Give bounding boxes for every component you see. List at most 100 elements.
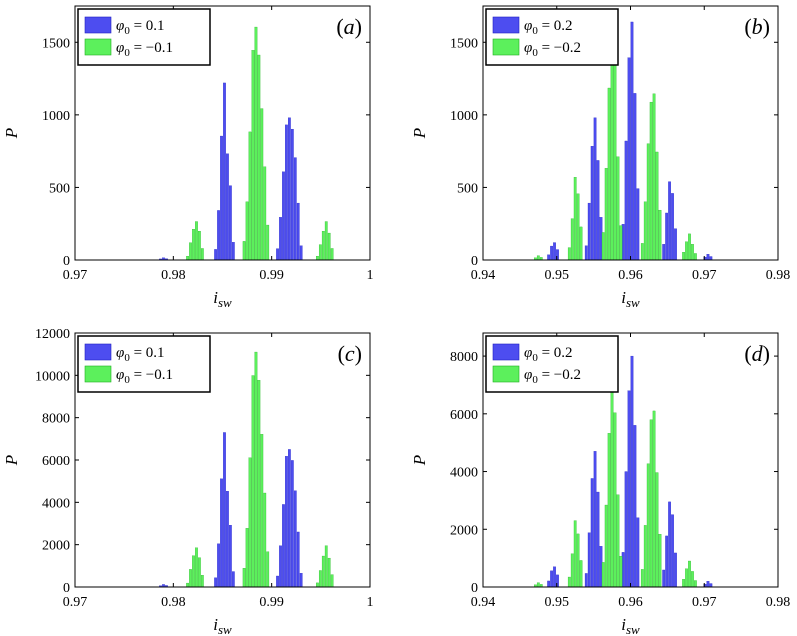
legend: φ0 = 0.2 φ0 = −0.2 xyxy=(485,335,619,393)
bar xyxy=(570,553,574,588)
bar xyxy=(640,243,644,261)
legend-entry: φ0 = 0.2 xyxy=(524,18,573,37)
legend-entry: φ0 = −0.1 xyxy=(116,40,173,59)
bar xyxy=(671,193,674,261)
bar xyxy=(590,478,594,588)
bar xyxy=(633,93,637,261)
bar xyxy=(276,248,279,261)
bar xyxy=(685,568,688,588)
bar xyxy=(593,117,597,261)
x-tick-label: 1 xyxy=(367,268,374,283)
bar xyxy=(290,128,294,261)
bar-series-1 xyxy=(534,30,697,261)
chart-panel: 0.94 0.95 0.96 0.97 0.98 0 2000 4000 6000 8000 isw… xyxy=(410,332,790,636)
x-tick-label: 0.98 xyxy=(161,268,186,283)
bar xyxy=(217,210,220,261)
bar xyxy=(682,252,685,261)
bar xyxy=(547,254,550,261)
bar xyxy=(186,582,189,588)
bar xyxy=(195,221,198,261)
bar xyxy=(550,245,553,261)
bar xyxy=(573,520,577,588)
bar xyxy=(619,556,623,588)
legend-swatch xyxy=(492,365,520,383)
panel-label: (c) xyxy=(338,341,362,366)
bar xyxy=(596,160,600,261)
bar xyxy=(643,201,647,261)
bar xyxy=(674,228,677,261)
x-tick-label: 1 xyxy=(367,595,374,610)
bar xyxy=(652,410,656,588)
chart-panel: 0.94 0.95 0.96 0.97 0.98 0 500 1000 1500 isw P (b) φ… xyxy=(410,5,790,310)
x-tick-label: 0.95 xyxy=(545,595,570,610)
bar xyxy=(665,535,668,588)
bar xyxy=(553,242,556,261)
legend-entry: φ0 = −0.2 xyxy=(524,367,581,386)
bar xyxy=(590,146,594,261)
y-tick-label: 1500 xyxy=(450,36,478,51)
bar xyxy=(662,244,666,261)
bar xyxy=(646,143,650,261)
bar xyxy=(576,533,580,588)
bar xyxy=(316,582,319,588)
y-axis-label: P xyxy=(2,128,21,139)
legend-entry: φ0 = −0.1 xyxy=(116,367,173,386)
bar xyxy=(229,185,232,261)
bar xyxy=(694,253,697,261)
x-axis-label: isw xyxy=(213,615,232,636)
bar xyxy=(251,50,255,261)
y-tick-label: 6000 xyxy=(42,454,70,469)
bar xyxy=(636,517,640,588)
x-tick-label: 0.96 xyxy=(618,268,643,283)
bar xyxy=(198,230,201,261)
bar xyxy=(192,229,195,261)
legend-entry: φ0 = 0.1 xyxy=(116,18,165,37)
y-tick-label: 0 xyxy=(471,254,478,269)
bar xyxy=(607,87,611,261)
bar xyxy=(279,217,282,261)
bar xyxy=(226,153,229,261)
legend-swatch xyxy=(492,16,520,34)
bar xyxy=(536,582,540,588)
bar xyxy=(640,569,644,588)
bar xyxy=(587,532,591,588)
bar xyxy=(596,491,600,588)
bar xyxy=(599,217,603,261)
bar xyxy=(570,218,574,261)
y-tick-label: 500 xyxy=(457,181,478,196)
x-tick-label: 0.97 xyxy=(692,268,717,283)
bar xyxy=(547,580,550,588)
bar xyxy=(242,568,246,588)
bar xyxy=(327,557,331,588)
bar xyxy=(200,248,204,261)
bar xyxy=(318,244,322,261)
bar xyxy=(616,156,620,261)
legend-swatch xyxy=(84,16,112,34)
bar xyxy=(279,545,282,588)
y-tick-label: 2000 xyxy=(450,523,478,538)
x-tick-label: 0.94 xyxy=(471,268,496,283)
bar xyxy=(245,528,249,588)
bar xyxy=(330,248,334,261)
bar xyxy=(643,525,647,588)
bar xyxy=(263,166,267,261)
bar-series-1 xyxy=(534,381,697,588)
y-tick-label: 2000 xyxy=(42,539,70,554)
bar xyxy=(231,242,235,261)
y-tick-label: 8000 xyxy=(42,412,70,427)
y-tick-label: 0 xyxy=(471,581,478,596)
bar xyxy=(584,573,588,588)
y-axis-label: P xyxy=(410,128,429,139)
x-tick-label: 0.94 xyxy=(471,595,496,610)
bar xyxy=(324,545,328,588)
y-tick-label: 1000 xyxy=(450,109,478,124)
bar xyxy=(242,241,246,261)
legend-swatch xyxy=(492,343,520,361)
bar xyxy=(266,551,270,588)
bar xyxy=(649,419,653,588)
bar xyxy=(285,456,288,588)
bar xyxy=(613,412,617,588)
bar xyxy=(260,108,264,261)
bar xyxy=(613,64,617,261)
